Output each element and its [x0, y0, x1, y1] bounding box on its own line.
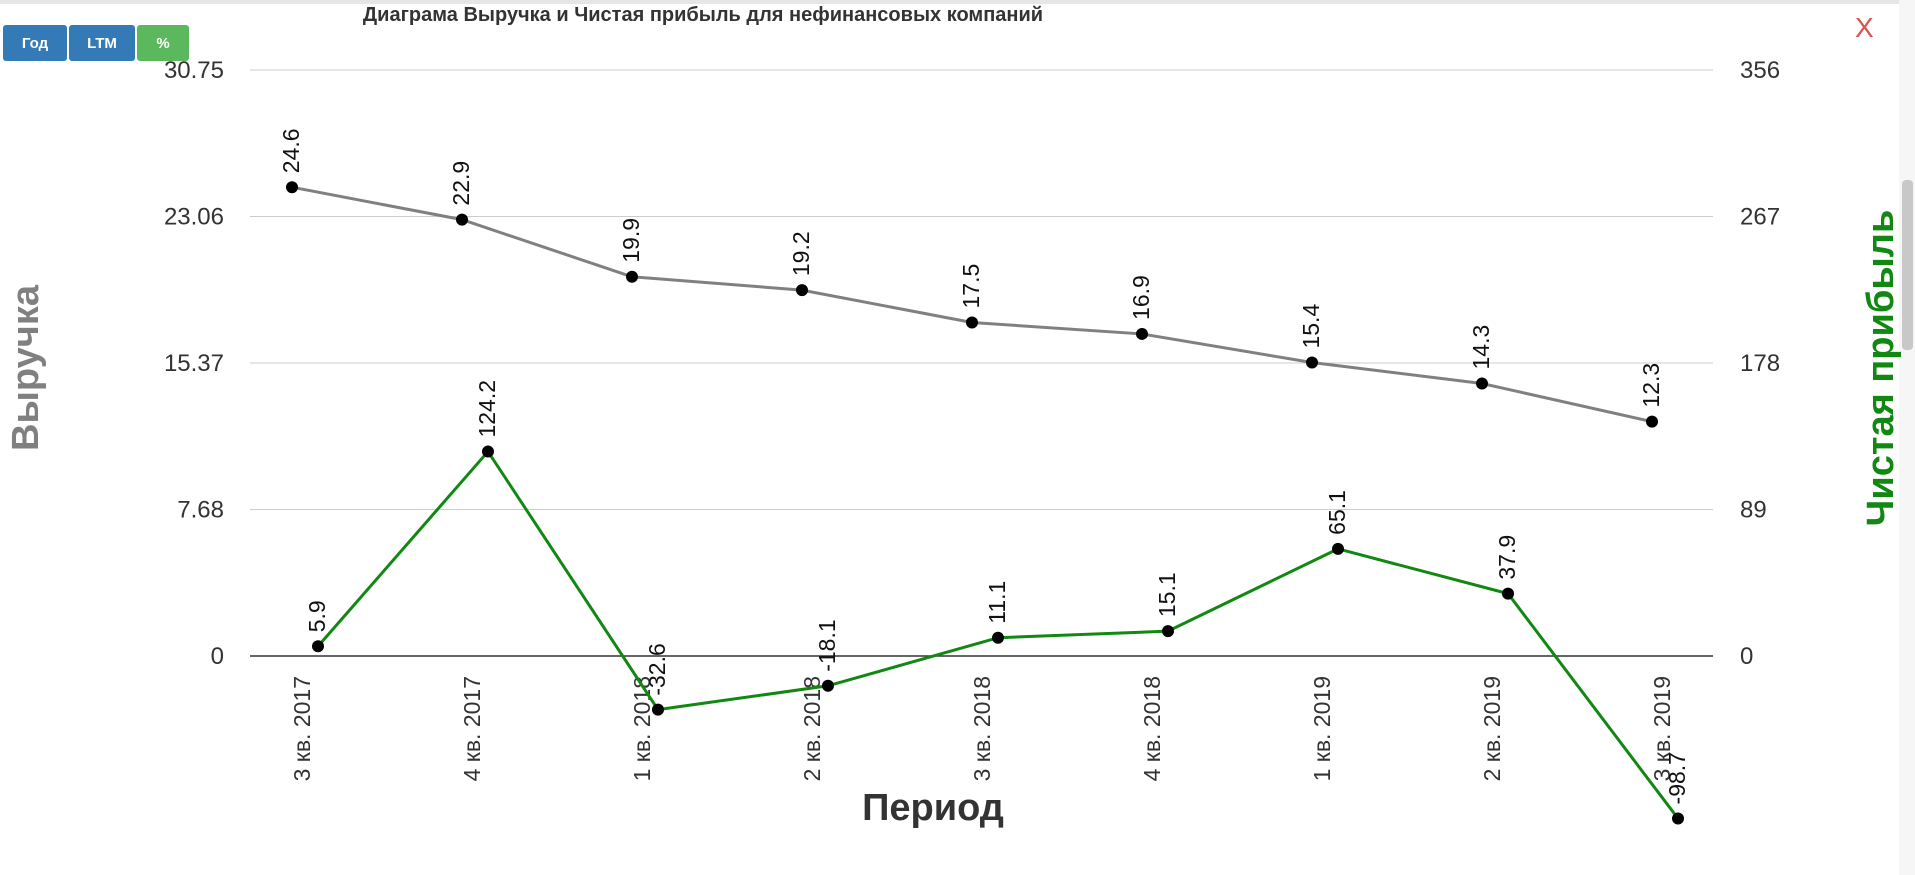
profit-point: [1502, 587, 1514, 600]
right-tick-label: 89: [1740, 497, 1767, 524]
profit-data-label: 5.9: [304, 600, 330, 632]
right-axis-ticks: 0 89 178 267 356: [1740, 57, 1780, 670]
revenue-point: [796, 284, 808, 297]
x-tick-label: 1 кв. 2019: [1309, 676, 1335, 781]
left-axis-ticks: 0 7.68 15.37 23.06 30.75: [164, 57, 224, 670]
left-tick-label: 0: [211, 643, 224, 670]
view-toggle-group: Год LTM %: [3, 25, 189, 61]
profit-point: [992, 631, 1004, 644]
gridlines: [250, 69, 1713, 657]
year-button[interactable]: Год: [3, 25, 67, 61]
revenue-data-label: 14.3: [1468, 325, 1494, 370]
x-axis-ticks: 3 кв. 2017 4 кв. 2017 1 кв. 2018 2 кв. 2018…: [289, 676, 1675, 781]
right-tick-label: 356: [1740, 57, 1780, 84]
revenue-point: [456, 213, 468, 226]
top-border: [0, 0, 1915, 4]
revenue-point: [286, 181, 298, 194]
revenue-data-label: 16.9: [1128, 275, 1154, 320]
x-tick-label: 3 кв. 2019: [1649, 676, 1675, 781]
x-axis-title: Период: [862, 787, 1004, 829]
revenue-data-label: 15.4: [1298, 304, 1324, 349]
profit-data-label: -18.1: [814, 619, 840, 671]
x-tick-label: 2 кв. 2018: [799, 676, 825, 781]
profit-data-label: 37.9: [1494, 535, 1520, 580]
series-points: [286, 181, 1684, 825]
left-tick-label: 30.75: [164, 57, 224, 84]
profit-data-label: 11.1: [984, 581, 1010, 624]
revenue-data-label: 17.5: [958, 264, 984, 309]
x-tick-label: 1 кв. 2018: [629, 676, 655, 781]
revenue-data-label: 12.3: [1638, 363, 1664, 408]
revenue-data-label: 19.9: [618, 218, 644, 263]
x-tick-label: 3 кв. 2017: [289, 676, 315, 781]
profit-data-label: -32.6: [644, 643, 670, 695]
x-tick-label: 4 кв. 2018: [1139, 676, 1165, 781]
revenue-point: [966, 316, 978, 329]
percent-button[interactable]: %: [137, 25, 189, 61]
left-tick-label: 23.06: [164, 204, 224, 231]
revenue-data-label: 24.6: [278, 128, 304, 173]
revenue-point: [1476, 377, 1488, 390]
left-tick-label: 15.37: [164, 350, 224, 377]
profit-point: [312, 640, 324, 653]
right-axis-title: Чистая прибыль: [1860, 210, 1902, 527]
revenue-point: [626, 270, 638, 283]
left-axis-title: Выручка: [5, 284, 47, 451]
profit-point: [822, 679, 834, 692]
profit-point: [482, 445, 494, 458]
revenue-data-label: 19.2: [788, 231, 814, 276]
profit-point: [652, 703, 664, 716]
profit-point: [1162, 625, 1174, 638]
x-tick-label: 4 кв. 2017: [459, 676, 485, 781]
right-tick-label: 178: [1740, 350, 1780, 377]
left-tick-label: 7.68: [177, 497, 224, 524]
revenue-point: [1306, 356, 1318, 369]
right-tick-label: 267: [1740, 204, 1780, 231]
profit-point: [1332, 542, 1344, 555]
profit-data-label: 124.2: [474, 380, 500, 438]
revenue-point: [1646, 415, 1658, 428]
profit-data-label: 65.1: [1324, 490, 1350, 535]
close-button[interactable]: X: [1855, 12, 1874, 43]
revenue-data-label: 22.9: [448, 161, 474, 206]
right-tick-label: 0: [1740, 643, 1753, 670]
x-tick-label: 2 кв. 2019: [1479, 676, 1505, 781]
profit-data-label: -98.7: [1664, 752, 1690, 804]
ltm-button[interactable]: LTM: [69, 25, 135, 61]
revenue-point: [1136, 327, 1148, 340]
x-tick-label: 3 кв. 2018: [969, 676, 995, 781]
scrollbar-thumb[interactable]: [1902, 180, 1913, 350]
profit-point: [1672, 812, 1684, 825]
chart-title: Диаграма Выручка и Чистая прибыль для не…: [363, 4, 1043, 26]
data-labels: 24.6 22.9 19.9 19.2 17.5 16.9 15.4 14.3 12.3 5.9 1…: [278, 128, 1690, 804]
profit-data-label: 15.1: [1154, 572, 1180, 617]
